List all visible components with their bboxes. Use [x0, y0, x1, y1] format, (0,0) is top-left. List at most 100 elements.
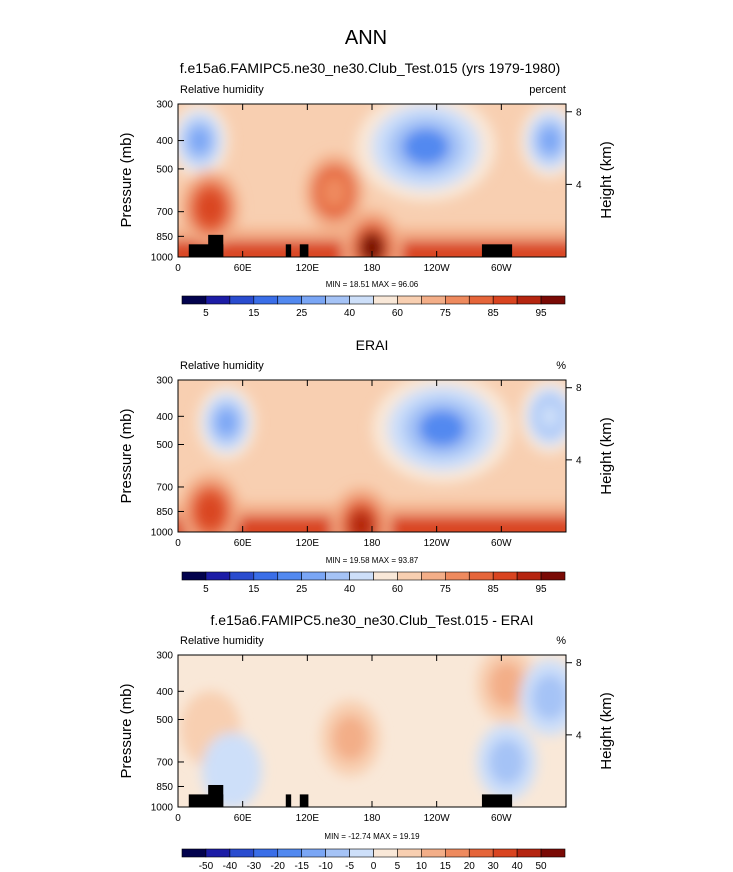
colorbar-label: 25: [296, 584, 308, 595]
colorbar-label: 75: [440, 308, 452, 319]
y-tick-label: 400: [156, 687, 173, 698]
contour-max: [197, 495, 224, 528]
y2-tick-label: 4: [576, 455, 582, 466]
colorbar-swatch: [492, 571, 518, 581]
plot-area: [178, 380, 566, 532]
y-tick-label: 1000: [151, 528, 174, 539]
y-tick-label: 500: [156, 164, 173, 175]
colorbar-swatch: [277, 295, 302, 305]
colorbar-swatch: [253, 848, 279, 858]
colorbar-swatch: [205, 571, 231, 581]
contour-max: [197, 191, 224, 225]
x-ticks: 0 60E 120E 180 120W 60W: [175, 655, 512, 824]
colorbar-label: 60: [392, 308, 404, 319]
colorbar-swatch: [373, 571, 398, 581]
panel-model: f.e15a6.FAMIPC5.ne30_ne30.Club_Test.015 …: [118, 60, 615, 319]
contour-min: [488, 739, 525, 785]
colorbar-swatch: [445, 295, 470, 305]
colorbar-swatch: [373, 848, 398, 858]
x-tick-label: 0: [175, 813, 181, 824]
colorbar-swatch: [421, 571, 446, 581]
y-tick-label: 500: [156, 440, 173, 451]
contour-max: [348, 509, 375, 532]
x-tick-label: 120E: [296, 263, 320, 274]
colorbar-swatch: [181, 848, 207, 858]
x-tick-label: 60W: [491, 263, 512, 274]
colorbar-label: 85: [488, 584, 500, 595]
colorbar-swatch: [325, 848, 350, 858]
colorbar-swatch: [397, 848, 422, 858]
x-tick-label: 120E: [296, 538, 320, 549]
y-ticks: 300 400 500 700 850 1000: [151, 100, 184, 264]
topography-mask: [208, 234, 224, 257]
contour-min: [216, 409, 237, 436]
colorbar-swatch: [205, 848, 231, 858]
contour-max: [321, 175, 348, 209]
right-label: %: [556, 360, 566, 372]
colorbar-label: 30: [488, 861, 500, 872]
colorbar-swatch: [492, 295, 518, 305]
colorbar-swatch: [468, 571, 494, 581]
x-tick-label: 120W: [424, 538, 451, 549]
x-tick-label: 60W: [491, 813, 512, 824]
y-axis-label: Pressure (mb): [118, 132, 135, 227]
colorbar-swatch: [421, 295, 446, 305]
colorbar-swatch: [445, 848, 470, 858]
y2-ticks: 84: [566, 107, 582, 191]
x-tick-label: 180: [364, 263, 381, 274]
y-tick-label: 400: [156, 412, 173, 423]
colorbar-swatch: [516, 571, 542, 581]
colorbar-label: 15: [440, 861, 452, 872]
panel-obs: ERAI Relative humidity % 300400500700850…: [118, 337, 615, 595]
y-tick-label: 300: [156, 376, 173, 387]
colorbar-label: -40: [223, 861, 238, 872]
colorbar-swatch: [229, 571, 255, 581]
colorbar-label: 85: [488, 308, 500, 319]
y-tick-label: 850: [156, 782, 173, 793]
min-max-label: MIN = 19.58 MAX = 93.87: [326, 556, 419, 565]
y2-tick-label: 8: [576, 383, 582, 394]
topography-mask: [299, 794, 309, 807]
colorbar-swatch: [181, 295, 207, 305]
y-ticks: 300 400 500 700 850 1000: [151, 376, 184, 539]
colorbar: 5 15 25 40 60 75 85 95: [181, 295, 566, 319]
colorbar-swatch: [468, 848, 494, 858]
y-tick-label: 1000: [151, 803, 174, 814]
figure-title: ANN: [345, 27, 387, 49]
colorbar-swatch: [421, 848, 446, 858]
y2-ticks: 84: [566, 658, 582, 741]
panel-diff: f.e15a6.FAMIPC5.ne30_ne30.Club_Test.015 …: [118, 612, 615, 872]
colorbar-label: 40: [344, 308, 356, 319]
colorbar-swatch: [205, 295, 231, 305]
y-tick-label: 1000: [151, 253, 174, 264]
contour-min: [189, 127, 210, 154]
plot-area: [178, 655, 566, 807]
colorbar-label: 60: [392, 584, 404, 595]
panel-title: ERAI: [356, 337, 389, 353]
x-tick-label: 120W: [424, 813, 451, 824]
colorbar-swatch: [540, 295, 566, 305]
topography-mask: [481, 794, 513, 807]
colorbar-swatch: [229, 848, 255, 858]
contour-min: [402, 128, 450, 166]
colorbar-label: 95: [536, 308, 548, 319]
colorbar-swatch: [301, 295, 326, 305]
min-max-label: MIN = 18.51 MAX = 96.06: [326, 280, 419, 289]
min-max-label: MIN = -12.74 MAX = 19.19: [324, 832, 420, 841]
colorbar-swatch: [540, 848, 566, 858]
y2-tick-label: 4: [576, 180, 582, 191]
y-tick-label: 700: [156, 757, 173, 768]
colorbar-label: 5: [395, 861, 401, 872]
colorbar-swatch: [229, 295, 255, 305]
colorbar-label: 15: [248, 584, 260, 595]
colorbar-label: -30: [247, 861, 262, 872]
colorbar-swatch: [253, 295, 279, 305]
colorbar-swatch: [301, 848, 326, 858]
y-ticks: 300 400 500 700 850 1000: [151, 651, 184, 814]
colorbar-swatch: [301, 571, 326, 581]
plot-area: [178, 104, 566, 257]
colorbar-swatch: [516, 848, 542, 858]
x-tick-label: 180: [364, 538, 381, 549]
x-tick-label: 60E: [234, 813, 252, 824]
colorbar-swatch: [540, 571, 566, 581]
